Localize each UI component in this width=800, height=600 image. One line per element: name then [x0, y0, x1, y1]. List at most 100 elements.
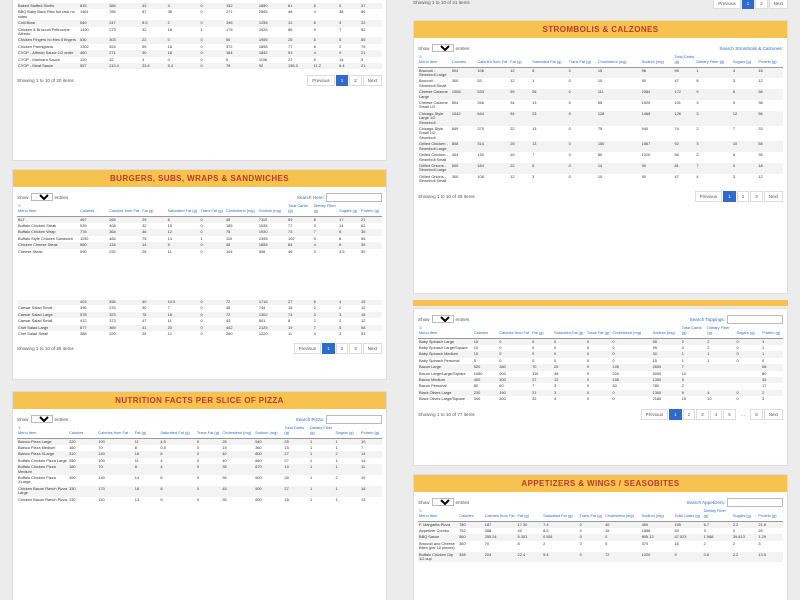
page-2-button[interactable]: 2	[682, 408, 696, 420]
column-header[interactable]: Calories from Fat	[498, 325, 532, 339]
column-header[interactable]: Protein (g)	[757, 508, 783, 522]
next-button[interactable]: Next	[763, 190, 783, 202]
nutrition-cell: 13	[361, 496, 366, 502]
page-1-button[interactable]: 1	[741, 0, 755, 9]
column-header[interactable]: Total Carbs (g)	[287, 203, 313, 217]
column-header[interactable]: Calories from Fat	[483, 508, 517, 522]
column-header[interactable]: Total Carbs (g)	[283, 425, 309, 439]
menu-item-cell: Baked Stuffed Shells	[17, 3, 80, 10]
column-header[interactable]: Calories	[450, 54, 477, 68]
column-header[interactable]: Calories from Fat	[108, 203, 142, 217]
column-header[interactable]: Sugars (g)	[334, 425, 361, 439]
column-header[interactable]: Protein (g)	[757, 54, 783, 68]
nutrition-cell: 80	[473, 383, 479, 389]
column-header[interactable]: Saturated Fat (g)	[166, 203, 200, 217]
column-header[interactable]: Fat (g)	[509, 54, 532, 68]
burgers-search-input[interactable]	[326, 192, 382, 202]
column-header[interactable]: Saturated Fat (g)	[542, 508, 579, 522]
column-header[interactable]: Sodium (mg)	[254, 425, 284, 439]
column-header[interactable]: Cholesterol (mg)	[611, 325, 652, 339]
prev-button[interactable]: Previous	[640, 408, 669, 420]
page-2-button[interactable]: 2	[349, 75, 362, 87]
column-header[interactable]: Trans Fat (g)	[199, 203, 226, 217]
column-header[interactable]: Sodium (mg)	[651, 325, 681, 339]
column-header[interactable]: Cholesterol (mg)	[604, 508, 641, 522]
next-button[interactable]: Next	[763, 408, 783, 420]
page-1-button[interactable]: 1	[669, 408, 682, 420]
column-header[interactable]: Sugars (g)	[731, 54, 758, 68]
page-5-button[interactable]: 5	[723, 408, 736, 420]
column-header[interactable]: Fat (g)	[133, 425, 160, 439]
column-header[interactable]: Sugars (g)	[731, 508, 758, 522]
column-header[interactable]: Protein (g)	[360, 425, 382, 439]
toppings-length-select[interactable]: 10	[431, 315, 454, 323]
column-header[interactable]: Sodium (mg)	[640, 54, 674, 68]
column-header[interactable]: Total Carbs (g)	[680, 325, 707, 339]
nutrition-cell: 55	[360, 37, 382, 44]
column-header[interactable]: Calories	[68, 425, 98, 439]
column-header[interactable]: Fat (g)	[516, 508, 543, 522]
column-header[interactable]: Dietary Fiber (g)	[308, 425, 335, 439]
column-header[interactable]: Calories	[79, 203, 109, 217]
column-header[interactable]: Fat (g)	[141, 203, 167, 217]
column-header[interactable]: Trans Fat (g)	[585, 325, 612, 339]
column-header[interactable]: Sugars (g)	[338, 203, 361, 217]
column-header[interactable]: Cholesterol (mg)	[596, 54, 641, 68]
page-3-button[interactable]: 3	[750, 190, 763, 202]
column-header[interactable]: Dietary Fiber (g)	[312, 203, 339, 217]
page-2-button[interactable]: 2	[755, 0, 768, 9]
column-header[interactable]: Calories from Fat	[476, 54, 510, 68]
column-header[interactable]: Protein (g)	[360, 203, 382, 217]
column-header[interactable]: ⇅ Menu Item	[418, 325, 473, 339]
column-header[interactable]: Protein (g)	[761, 325, 783, 339]
column-header[interactable]: Sugars (g)	[735, 325, 762, 339]
column-header[interactable]: Trans Fat (g)	[578, 508, 605, 522]
next-button[interactable]: Next	[362, 343, 382, 355]
strombolis-length-select[interactable]: 10	[431, 44, 454, 52]
prev-button[interactable]: Previous	[293, 343, 322, 355]
nutrition-cell: 1	[680, 351, 707, 358]
toppings-search-input[interactable]	[727, 314, 783, 324]
burgers-length-select[interactable]: 10	[30, 193, 53, 201]
column-header[interactable]: Sodium (mg)	[640, 508, 674, 522]
pizza-search-input[interactable]	[326, 414, 382, 424]
page-2-button[interactable]: 2	[335, 343, 349, 355]
column-header[interactable]: Calories	[472, 325, 499, 339]
prev-button[interactable]: Previous	[694, 190, 723, 202]
prev-button[interactable]: Previous	[307, 75, 335, 87]
prev-button[interactable]: Previous	[713, 0, 741, 9]
column-header[interactable]: Trans Fat (g)	[195, 425, 222, 439]
column-header[interactable]: Calories from Fat	[97, 425, 134, 439]
column-header[interactable]: Calories	[458, 508, 484, 522]
column-header[interactable]: ⇅ Menu Item	[418, 54, 451, 68]
pizza-length-select[interactable]: 10	[30, 415, 53, 423]
page-1-button[interactable]: 1	[335, 75, 349, 87]
page-8-button[interactable]: 8	[750, 408, 763, 420]
column-header[interactable]: Sodium (mg)	[257, 203, 288, 217]
column-header[interactable]: Cholesterol (mg)	[225, 203, 258, 217]
column-header[interactable]: Cholesterol (mg)	[221, 425, 255, 439]
page-1-button[interactable]: 1	[723, 190, 736, 202]
column-header[interactable]: Dietary Fiber (g)	[702, 508, 732, 522]
page-1-button[interactable]: 1	[322, 343, 335, 355]
column-header[interactable]: ⇅ Menu Item	[418, 508, 459, 522]
next-button[interactable]: Next	[362, 75, 382, 87]
column-header[interactable]: Saturated Fat (g)	[553, 325, 586, 339]
page-4-button[interactable]: 4	[709, 408, 723, 420]
column-header[interactable]: Total Carbs (g)	[673, 508, 703, 522]
appetizers-search-input[interactable]	[727, 497, 783, 507]
column-header[interactable]: Dietary Fiber (g)	[706, 325, 736, 339]
page-3-button[interactable]: 3	[696, 408, 709, 420]
column-header[interactable]: Dietary Fiber (g)	[695, 54, 732, 68]
appetizers-length-select[interactable]: 10	[431, 498, 454, 506]
page-3-button[interactable]: 3	[349, 343, 362, 355]
column-header[interactable]: Total Carbs (g)	[673, 54, 696, 68]
column-header[interactable]: ⇅ Menu Item	[17, 425, 69, 439]
column-header[interactable]: Saturated Fat (g)	[531, 54, 568, 68]
column-header[interactable]: Trans Fat (g)	[567, 54, 597, 68]
next-button[interactable]: Next	[768, 0, 788, 9]
column-header[interactable]: Saturated Fat (g)	[159, 425, 196, 439]
page-2-button[interactable]: 2	[736, 190, 750, 202]
column-header[interactable]: Fat (g)	[531, 325, 554, 339]
column-header[interactable]: ⇅ Menu Item	[17, 203, 80, 217]
